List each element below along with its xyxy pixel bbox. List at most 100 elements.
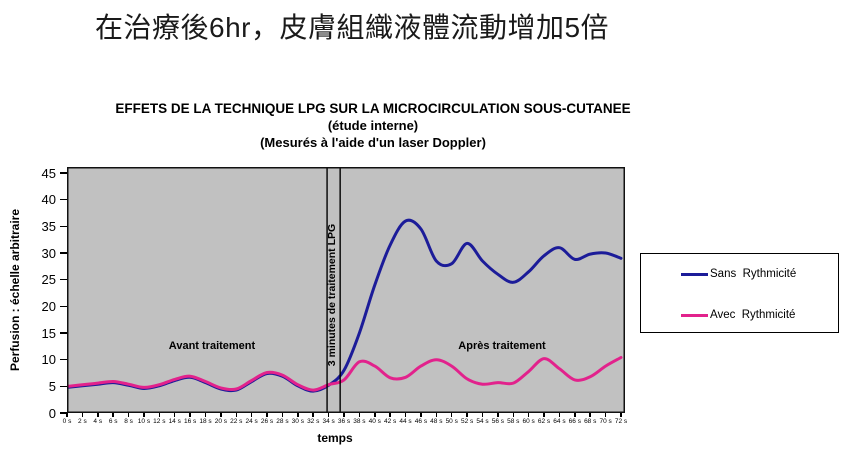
x-tick-label: 50 s (445, 418, 458, 425)
x-tick-mark (158, 413, 161, 417)
x-tick-mark (420, 413, 422, 417)
x-tick-mark (604, 413, 607, 417)
x-tick-mark (389, 413, 391, 417)
y-tick-label: 30 (41, 245, 56, 261)
legend-item-avec-rythmicite: Avec Rythmicité (681, 308, 795, 322)
x-tick-label: 48 s (430, 418, 443, 425)
legend-box: Sans Rythmicité Avec Rythmicité (640, 253, 839, 333)
x-tick-mark (97, 413, 99, 417)
annotation-treatment-duration: 3 minutes de traitement LPG (326, 223, 338, 367)
legend-label: Sans Rythmicité (710, 268, 797, 280)
legend-item-sans-rythmicite: Sans Rythmicité (681, 267, 796, 281)
line-chart (67, 167, 625, 413)
y-axis-title: Perfusion : échelle arbitraire (8, 208, 22, 372)
series-line-sans-rythmicité (67, 218, 623, 393)
plot-area (67, 167, 625, 413)
x-tick-mark (327, 413, 330, 417)
y-tick-mark (60, 278, 67, 281)
x-tick-mark (404, 413, 407, 417)
x-tick-label: 10 s (137, 418, 151, 425)
x-tick-mark (266, 413, 268, 417)
plot-border (67, 167, 625, 413)
x-tick-mark (143, 413, 145, 417)
x-tick-mark (250, 413, 253, 417)
x-tick-mark (543, 413, 545, 417)
x-tick-label: 6 s (108, 418, 118, 425)
x-tick-label: 66 s (568, 418, 581, 425)
x-tick-label: 26 s (260, 418, 274, 425)
x-tick-mark (235, 413, 238, 417)
x-tick-label: 56 s (491, 418, 505, 425)
x-tick-label: 70 s (599, 418, 612, 425)
x-tick-mark (620, 413, 622, 417)
x-tick-label: 32 s (307, 418, 320, 425)
annotation-after-treatment: Après traitement (458, 340, 546, 352)
x-tick-label: 72 s (614, 418, 628, 425)
x-tick-label: 22 s (230, 418, 243, 425)
x-tick-mark (558, 413, 561, 417)
x-tick-label: 68 s (584, 418, 597, 425)
chart-title-block: EFFETS DE LA TECHNIQUE LPG SUR LA MICROC… (30, 100, 716, 151)
y-tick-label: 45 (41, 165, 56, 181)
x-tick-label: 20 s (214, 418, 228, 425)
x-tick-mark (281, 413, 284, 417)
annotation-before-treatment: Avant traitement (168, 340, 256, 352)
x-tick-mark (312, 413, 314, 417)
chart-title: EFFETS DE LA TECHNIQUE LPG SUR LA MICROC… (115, 101, 631, 116)
x-tick-label: 14 s (168, 418, 181, 425)
x-tick-mark (173, 413, 176, 417)
x-tick-label: 42 s (384, 418, 397, 425)
y-tick-mark (60, 412, 67, 414)
x-tick-mark (374, 413, 376, 417)
x-tick-mark (127, 413, 130, 417)
x-tick-mark (220, 413, 222, 417)
y-tick-mark (60, 172, 67, 174)
x-tick-mark (497, 413, 499, 417)
legend-line-sample-pink (681, 313, 708, 317)
x-tick-label: 4 s (93, 418, 103, 425)
legend-line-sample-blue (681, 272, 708, 276)
x-tick-mark (81, 413, 84, 417)
x-tick-mark (466, 413, 468, 417)
x-tick-mark (574, 413, 576, 417)
x-tick-label: 28 s (276, 418, 289, 425)
legend-label: Avec Rythmicité (710, 309, 796, 321)
x-tick-label: 38 s (353, 418, 366, 425)
y-tick-label: 25 (41, 272, 56, 288)
x-tick-label: 36 s (337, 418, 351, 425)
x-tick-label: 40 s (368, 418, 381, 425)
x-tick-mark (343, 413, 345, 417)
y-tick-label: 40 (41, 192, 56, 208)
x-tick-label: 58 s (507, 418, 520, 425)
x-tick-mark (297, 413, 299, 417)
x-tick-mark (435, 413, 438, 417)
y-tick-label: 5 (48, 378, 56, 394)
y-tick-mark (60, 332, 67, 334)
x-tick-label: 52 s (460, 418, 474, 425)
x-tick-mark (512, 413, 515, 417)
x-tick-mark (358, 413, 361, 417)
y-tick-label: 15 (41, 325, 56, 341)
x-tick-mark (66, 413, 68, 417)
x-tick-label: 16 s (183, 418, 197, 425)
x-tick-label: 62 s (537, 418, 551, 425)
x-tick-label: 12 s (153, 418, 166, 425)
y-tick-label: 10 (41, 352, 56, 368)
x-tick-mark (481, 413, 484, 417)
x-tick-label: 60 s (522, 418, 535, 425)
chart-subtitle-1: (étude interne) (327, 118, 419, 133)
x-tick-mark (450, 413, 453, 417)
x-tick-label: 44 s (399, 418, 412, 425)
y-tick-label: 35 (41, 218, 56, 234)
y-tick-mark (60, 385, 67, 388)
x-tick-label: 30 s (291, 418, 304, 425)
x-axis-title: temps (317, 431, 353, 445)
x-tick-mark (189, 413, 191, 417)
chart-subtitle-2: (Mesurés à l'aide d'un laser Doppler) (260, 135, 486, 150)
x-tick-mark (112, 413, 114, 417)
x-tick-mark (204, 413, 207, 417)
y-tick-mark (60, 305, 67, 308)
x-tick-label: 18 s (199, 418, 212, 425)
slide-heading: 在治療後6hr，皮膚組織液體流動增加5倍 (95, 12, 610, 43)
